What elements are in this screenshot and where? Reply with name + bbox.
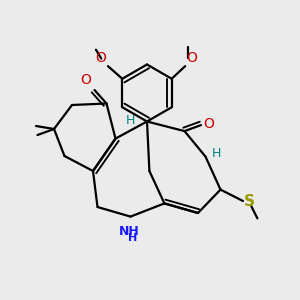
Text: O: O xyxy=(95,51,106,64)
Text: O: O xyxy=(81,73,92,87)
Text: H: H xyxy=(212,147,221,160)
Text: O: O xyxy=(203,118,214,131)
Text: H: H xyxy=(128,233,137,243)
Text: H: H xyxy=(126,113,135,127)
Text: NH: NH xyxy=(118,225,140,238)
Text: O: O xyxy=(187,51,198,64)
Text: S: S xyxy=(244,194,255,208)
